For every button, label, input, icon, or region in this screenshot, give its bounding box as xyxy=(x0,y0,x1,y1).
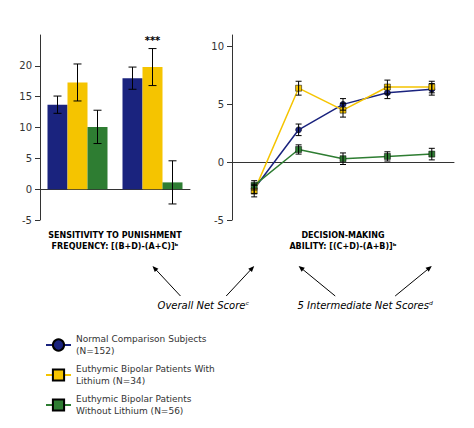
svg-text:SENSITIVITY TO PUNISHMENT: SENSITIVITY TO PUNISHMENT xyxy=(48,231,182,240)
svg-text:-5: -5 xyxy=(22,215,32,226)
svg-text:Euthymic Bipolar Patients: Euthymic Bipolar Patients xyxy=(76,394,192,404)
svg-text:5: 5 xyxy=(26,153,32,164)
svg-text:Overall Net Scoreᶜ: Overall Net Scoreᶜ xyxy=(158,300,250,311)
svg-text:FREQUENCY: [(B+D)-(A+C)]ᵇ: FREQUENCY: [(B+D)-(A+C)]ᵇ xyxy=(52,242,179,251)
svg-text:15: 15 xyxy=(19,91,32,102)
svg-text:10: 10 xyxy=(19,122,32,133)
svg-text:Lithium (N=34): Lithium (N=34) xyxy=(76,376,145,386)
svg-text:5 Intermediate Net Scoresᵈ: 5 Intermediate Net Scoresᵈ xyxy=(297,300,433,311)
svg-text:Normal Comparison Subjects: Normal Comparison Subjects xyxy=(76,334,207,344)
svg-text:-5: -5 xyxy=(214,215,224,226)
svg-text:Without Lithium (N=56): Without Lithium (N=56) xyxy=(76,406,183,416)
svg-text:0: 0 xyxy=(26,184,32,195)
svg-text:***: *** xyxy=(145,35,161,46)
svg-text:5: 5 xyxy=(218,99,224,110)
svg-text:(N=152): (N=152) xyxy=(76,346,114,356)
svg-text:10: 10 xyxy=(211,41,224,52)
svg-text:20: 20 xyxy=(19,60,32,71)
svg-text:DECISION-MAKING: DECISION-MAKING xyxy=(301,231,384,240)
svg-text:0: 0 xyxy=(218,157,224,168)
svg-text:Euthymic Bipolar Patients With: Euthymic Bipolar Patients With xyxy=(76,364,215,374)
svg-text:ABILITY: [(C+D)-(A+B)]ᵇ: ABILITY: [(C+D)-(A+B)]ᵇ xyxy=(289,242,396,251)
